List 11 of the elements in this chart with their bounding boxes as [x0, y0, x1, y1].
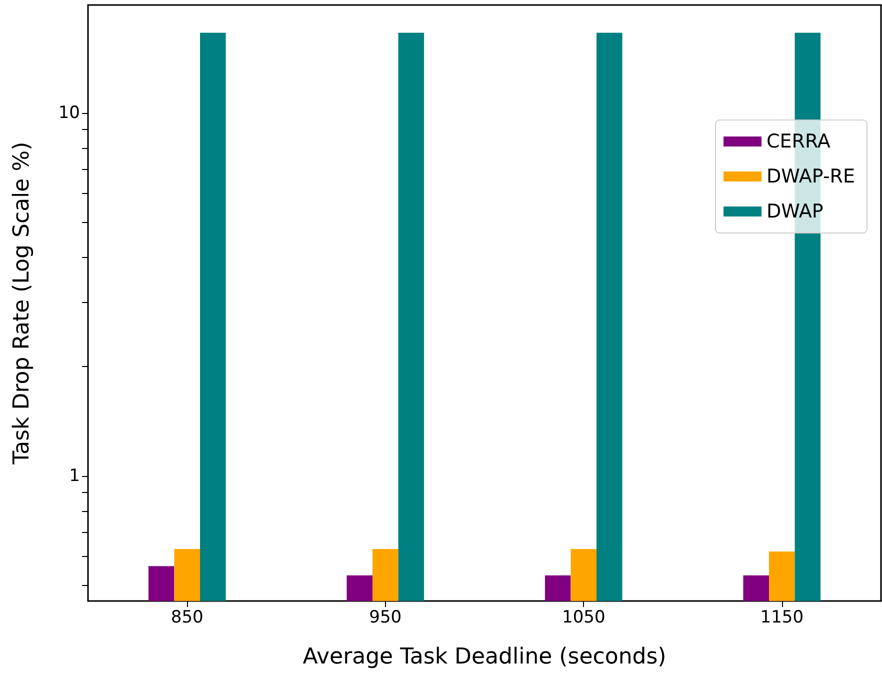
x-tick-label: 1050 — [562, 608, 606, 628]
x-axis-title: Average Task Deadline (seconds) — [302, 644, 666, 670]
legend-label: CERRA — [766, 130, 830, 152]
x-tick-label: 950 — [369, 608, 402, 628]
y-tick-label: 10 — [58, 102, 80, 123]
y-axis-title: Task Drop Rate (Log Scale %) — [10, 142, 34, 466]
x-tick-label: 1150 — [760, 608, 804, 628]
legend-label: DWAP-RE — [766, 166, 856, 188]
y-tick-label: 1 — [69, 466, 80, 486]
legend-label: DWAP — [766, 200, 824, 222]
x-tick-label: 850 — [170, 608, 204, 628]
